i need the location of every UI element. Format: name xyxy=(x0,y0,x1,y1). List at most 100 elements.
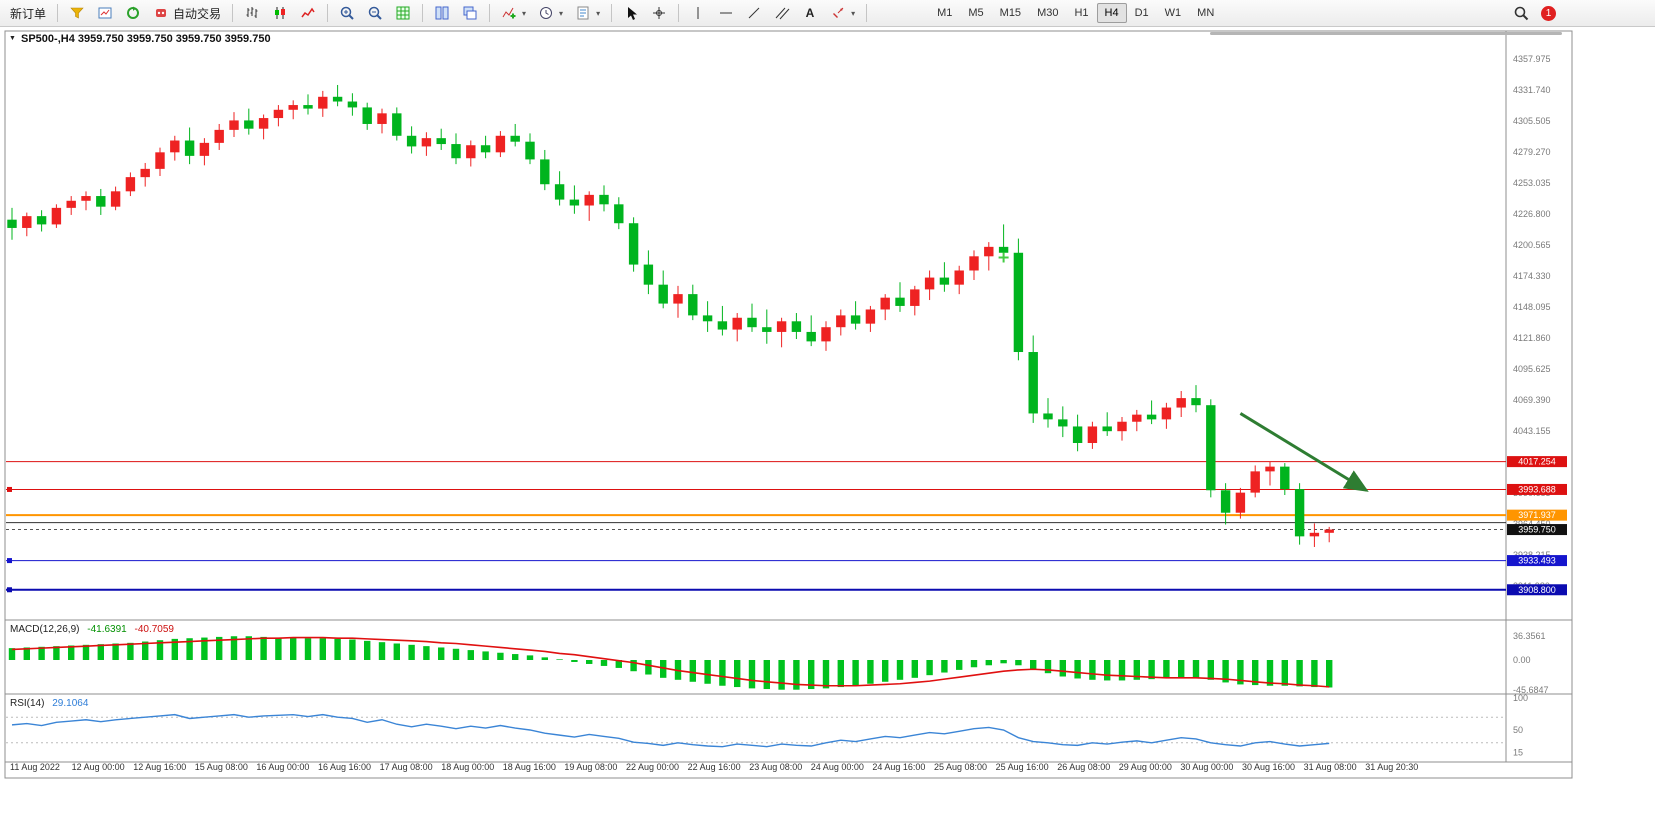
refresh-icon xyxy=(125,5,141,21)
svg-text:4357.975: 4357.975 xyxy=(1513,54,1551,64)
channel-tool-button[interactable] xyxy=(769,1,795,25)
template-icon xyxy=(575,5,591,21)
svg-text:100: 100 xyxy=(1513,693,1528,703)
svg-text:4121.860: 4121.860 xyxy=(1513,333,1551,343)
svg-text:A: A xyxy=(806,6,815,20)
svg-text:4200.565: 4200.565 xyxy=(1513,240,1551,250)
crosshair-tool-button[interactable] xyxy=(646,1,672,25)
rsi-panel: 100 50 15 xyxy=(6,693,1528,757)
svg-text:16 Aug 16:00: 16 Aug 16:00 xyxy=(318,762,371,772)
chart-window-icon xyxy=(97,5,113,21)
svg-text:22 Aug 16:00: 22 Aug 16:00 xyxy=(688,762,741,772)
templates-button[interactable]: ▾ xyxy=(570,1,605,25)
periods-button[interactable]: ▾ xyxy=(533,1,568,25)
svg-text:3959.750: 3959.750 xyxy=(1518,525,1556,535)
zoom-out-button[interactable] xyxy=(362,1,388,25)
market-depth-button[interactable] xyxy=(64,1,90,25)
zoom-out-icon xyxy=(367,5,383,21)
search-button[interactable] xyxy=(1508,1,1535,25)
svg-text:30 Aug 16:00: 30 Aug 16:00 xyxy=(1242,762,1295,772)
svg-text:4331.740: 4331.740 xyxy=(1513,85,1551,95)
text-tool-button[interactable]: A xyxy=(797,1,823,25)
shapes-tool-button[interactable]: ▾ xyxy=(825,1,860,25)
grid-toggle-button[interactable] xyxy=(390,1,416,25)
timeframe-button-h1[interactable]: H1 xyxy=(1074,7,1089,19)
indicators-button[interactable]: ▾ xyxy=(496,1,531,25)
bar-chart-mode-button[interactable] xyxy=(239,1,265,25)
vertical-line-tool-button[interactable] xyxy=(685,1,711,25)
svg-text:3933.493: 3933.493 xyxy=(1518,556,1556,566)
chevron-down-icon: ▾ xyxy=(522,8,527,18)
new-order-button[interactable]: 新订单 xyxy=(5,1,51,25)
cascade-windows-icon xyxy=(462,5,478,21)
svg-text:4043.155: 4043.155 xyxy=(1513,426,1551,436)
text-tool-icon: A xyxy=(802,5,818,21)
plus-marker-annotation[interactable] xyxy=(998,252,1009,263)
timeframe-group: M1 M5 M15 M30 H1 H4 D1 W1 MN xyxy=(929,3,1222,23)
chart-h-scrollbar[interactable] xyxy=(1210,32,1562,35)
horizontal-line-tool-button[interactable] xyxy=(713,1,739,25)
chart-dropdown-icon[interactable]: ▼ xyxy=(9,35,16,42)
trendline-tool-button[interactable] xyxy=(741,1,767,25)
tile-windows-icon xyxy=(434,5,450,21)
svg-text:0.00: 0.00 xyxy=(1513,655,1531,665)
svg-text:19 Aug 08:00: 19 Aug 08:00 xyxy=(564,762,617,772)
candles-layer[interactable] xyxy=(7,84,1334,547)
new-chart-button[interactable] xyxy=(92,1,118,25)
chart-frame xyxy=(4,30,1573,779)
trend-arrow-annotation[interactable] xyxy=(1239,412,1369,492)
svg-text:15: 15 xyxy=(1513,747,1523,757)
cursor-tool-button[interactable] xyxy=(618,1,644,25)
indicators-icon xyxy=(501,5,517,21)
timeframe-button-m5[interactable]: M5 xyxy=(968,7,984,19)
svg-text:23 Aug 08:00: 23 Aug 08:00 xyxy=(749,762,802,772)
rsi-indicator-label: RSI(14) 29.1064 xyxy=(10,698,93,709)
svg-text:3938.215: 3938.215 xyxy=(1513,550,1551,560)
svg-text:24 Aug 00:00: 24 Aug 00:00 xyxy=(811,762,864,772)
timeframe-button-h4[interactable]: H4 xyxy=(1096,3,1127,23)
algo-trading-label: 自动交易 xyxy=(173,6,222,21)
svg-text:12 Aug 16:00: 12 Aug 16:00 xyxy=(133,762,186,772)
svg-text:18 Aug 00:00: 18 Aug 00:00 xyxy=(441,762,494,772)
timeframe-button-d1[interactable]: D1 xyxy=(1134,7,1149,19)
chart-window[interactable]: 4357.975 4331.740 4305.505 4279.270 4253.035… xyxy=(0,27,1655,823)
macd-signal-value: -40.7059 xyxy=(134,624,174,635)
chart-canvas[interactable]: 4357.975 4331.740 4305.505 4279.270 4253.035… xyxy=(0,27,1655,823)
line-chart-mode-button[interactable] xyxy=(295,1,321,25)
svg-text:3964.450: 3964.450 xyxy=(1513,519,1551,529)
timeframe-button-m30[interactable]: M30 xyxy=(1037,7,1059,19)
zoom-in-icon xyxy=(339,5,355,21)
tile-windows-button[interactable] xyxy=(429,1,455,25)
horizontal-line-icon xyxy=(718,5,734,21)
svg-text:29 Aug 00:00: 29 Aug 00:00 xyxy=(1119,762,1172,772)
price-tags: 4017.254 3993.688 3971.937 3933.493 3908.800… xyxy=(1507,456,1567,596)
timeframe-button-m1[interactable]: M1 xyxy=(937,7,953,19)
timeframe-button-w1[interactable]: W1 xyxy=(1164,7,1182,19)
svg-text:4226.800: 4226.800 xyxy=(1513,209,1551,219)
candlestick-icon xyxy=(272,5,288,21)
svg-text:30 Aug 00:00: 30 Aug 00:00 xyxy=(1180,762,1233,772)
svg-text:3971.937: 3971.937 xyxy=(1518,510,1556,520)
toolbar-separator xyxy=(678,4,680,22)
cascade-windows-button[interactable] xyxy=(457,1,483,25)
rsi-name: RSI(14) xyxy=(10,698,45,709)
zoom-in-button[interactable] xyxy=(334,1,360,25)
refresh-button[interactable] xyxy=(120,1,146,25)
svg-text:17 Aug 08:00: 17 Aug 08:00 xyxy=(380,762,433,772)
timeframe-button-mn[interactable]: MN xyxy=(1197,7,1215,19)
svg-text:12 Aug 00:00: 12 Aug 00:00 xyxy=(72,762,125,772)
notification-badge[interactable]: 1 xyxy=(1541,5,1556,21)
main-toolbar: 新订单 自动交易 ▾ ▾ xyxy=(0,0,1655,27)
svg-text:36.3561: 36.3561 xyxy=(1513,631,1546,641)
bar-chart-icon xyxy=(244,5,260,21)
candlestick-mode-button[interactable] xyxy=(267,1,293,25)
chart-symbol-period: SP500-,H4 xyxy=(21,33,75,45)
svg-text:15 Aug 08:00: 15 Aug 08:00 xyxy=(195,762,248,772)
horizontal-level-lines[interactable] xyxy=(6,461,1506,593)
chevron-down-icon: ▾ xyxy=(596,8,601,18)
toolbar-separator xyxy=(866,4,868,22)
timeframe-button-m15[interactable]: M15 xyxy=(999,7,1022,19)
cursor-icon xyxy=(623,5,639,21)
new-order-label: 新订单 xyxy=(10,6,47,21)
algo-trading-button[interactable]: 自动交易 xyxy=(148,1,226,25)
